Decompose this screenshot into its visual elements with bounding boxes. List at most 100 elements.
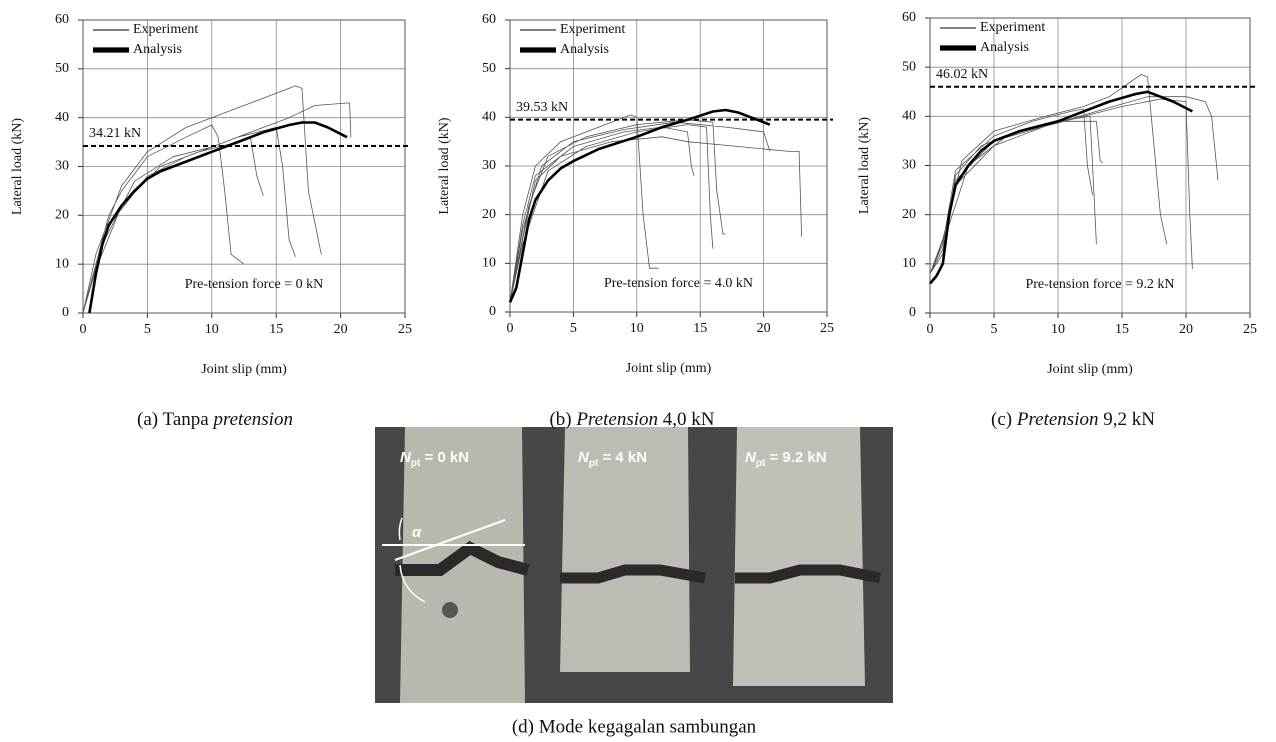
y-tick-label: 30 (902, 158, 916, 173)
series-line (929, 74, 1219, 274)
annotation: Pre-tension force = 4.0 kN (604, 276, 753, 291)
caption-part: (a) Tanpa (137, 409, 213, 430)
label-text: = 4 kN (598, 449, 647, 466)
x-tick-label: 15 (269, 322, 283, 337)
legend-label: Experiment (560, 22, 625, 37)
x-tick-label: 5 (570, 321, 577, 336)
y-tick-label: 60 (55, 12, 69, 27)
y-axis-title: Lateral load (kN) (857, 117, 872, 215)
photo: α Npt = 0 kN Npt = 4 kN Npt = 9.2 kN (375, 427, 893, 703)
x-tick-label: 25 (820, 321, 834, 336)
x-tick-label: 15 (1115, 322, 1129, 337)
plot-border (82, 19, 406, 314)
label-text: = 0 kN (420, 449, 469, 466)
caption-part: 4,0 kN (658, 409, 715, 430)
label-symbol: N (400, 449, 412, 466)
y-tick-label: 10 (55, 256, 69, 271)
legend-label: Experiment (133, 22, 198, 37)
photo-label: Npt = 0 kN (400, 449, 469, 469)
x-tick-label: 10 (630, 321, 644, 336)
caption-part: pretension (211, 409, 293, 430)
x-tick-label: 25 (1243, 322, 1257, 337)
y-tick-label: 0 (909, 305, 916, 320)
annotation: Pre-tension force = 0 kN (185, 277, 324, 292)
annotation: Pre-tension force = 9.2 kN (1025, 277, 1174, 292)
y-axis-title: Lateral load (kN) (437, 117, 452, 215)
label-symbol: N (578, 449, 590, 466)
caption-part: 9,2 kN (1098, 409, 1155, 430)
legend-label: Experiment (980, 20, 1045, 35)
caption-part: (b) (549, 409, 576, 430)
series-line (508, 108, 771, 303)
x-tick-label: 5 (991, 322, 998, 337)
x-axis-title: Joint slip (mm) (626, 361, 712, 376)
caption: (a) Tanpa pretension (137, 409, 293, 430)
x-tick-label: 0 (927, 322, 934, 337)
x-tick-label: 5 (144, 322, 151, 337)
y-tick-label: 40 (902, 109, 916, 124)
plot-border (509, 19, 828, 313)
y-tick-label: 40 (55, 110, 69, 125)
x-tick-label: 20 (757, 321, 771, 336)
y-tick-label: 60 (902, 10, 916, 25)
label-symbol: N (745, 449, 757, 466)
plot-border (929, 17, 1251, 314)
bolt-axis-line (394, 519, 506, 561)
x-tick-label: 0 (507, 321, 514, 336)
series-line (88, 121, 348, 314)
y-tick-label: 20 (482, 207, 496, 222)
angle-label: α (412, 524, 422, 541)
legend-label: Analysis (133, 42, 182, 57)
caption: (c) Pretension 9,2 kN (991, 409, 1155, 430)
knot (442, 602, 458, 618)
x-tick-label: 15 (693, 321, 707, 336)
label-text: = 9.2 kN (765, 449, 826, 466)
board (400, 427, 525, 703)
x-axis-title: Joint slip (mm) (1047, 362, 1133, 377)
y-tick-label: 10 (902, 256, 916, 271)
y-axis-title: Lateral load (kN) (10, 118, 25, 216)
series-line (509, 114, 802, 303)
legend-label: Analysis (980, 40, 1029, 55)
board (733, 427, 865, 686)
bolt (395, 540, 530, 576)
reference-label: 34.21 kN (89, 126, 141, 141)
caption-part: Pretension (575, 409, 658, 430)
x-tick-label: 10 (1051, 322, 1065, 337)
bolt (735, 564, 882, 584)
y-tick-label: 30 (482, 158, 496, 173)
photo-label: Npt = 4 kN (578, 449, 647, 469)
x-tick-label: 20 (334, 322, 348, 337)
legend-label: Analysis (560, 42, 609, 57)
y-tick-label: 50 (55, 61, 69, 76)
y-tick-label: 20 (902, 207, 916, 222)
y-tick-label: 30 (55, 159, 69, 174)
x-tick-label: 10 (205, 322, 219, 337)
y-tick-label: 10 (482, 256, 496, 271)
y-tick-label: 40 (482, 110, 496, 125)
y-tick-label: 0 (62, 305, 69, 320)
y-tick-label: 50 (902, 59, 916, 74)
x-axis-title: Joint slip (mm) (201, 362, 287, 377)
board (560, 427, 690, 672)
angle-arrow (398, 517, 403, 541)
x-tick-label: 20 (1179, 322, 1193, 337)
series-line (82, 85, 352, 314)
reference-label: 46.02 kN (936, 67, 988, 82)
caption-part: (c) (991, 409, 1017, 430)
bolt (560, 564, 706, 584)
label-subscript: pt (411, 458, 421, 469)
series-line (929, 90, 1193, 285)
caption: (b) Pretension 4,0 kN (549, 409, 714, 430)
y-tick-label: 50 (482, 61, 496, 76)
y-tick-label: 0 (489, 304, 496, 319)
photo-label: Npt = 9.2 kN (745, 449, 827, 469)
x-tick-label: 0 (80, 322, 87, 337)
reference-label: 39.53 kN (516, 100, 568, 115)
y-tick-label: 20 (55, 208, 69, 223)
caption-part: Pretension (1016, 409, 1099, 430)
y-tick-label: 60 (482, 12, 496, 27)
label-subscript: pt (589, 458, 599, 469)
label-subscript: pt (756, 458, 766, 469)
